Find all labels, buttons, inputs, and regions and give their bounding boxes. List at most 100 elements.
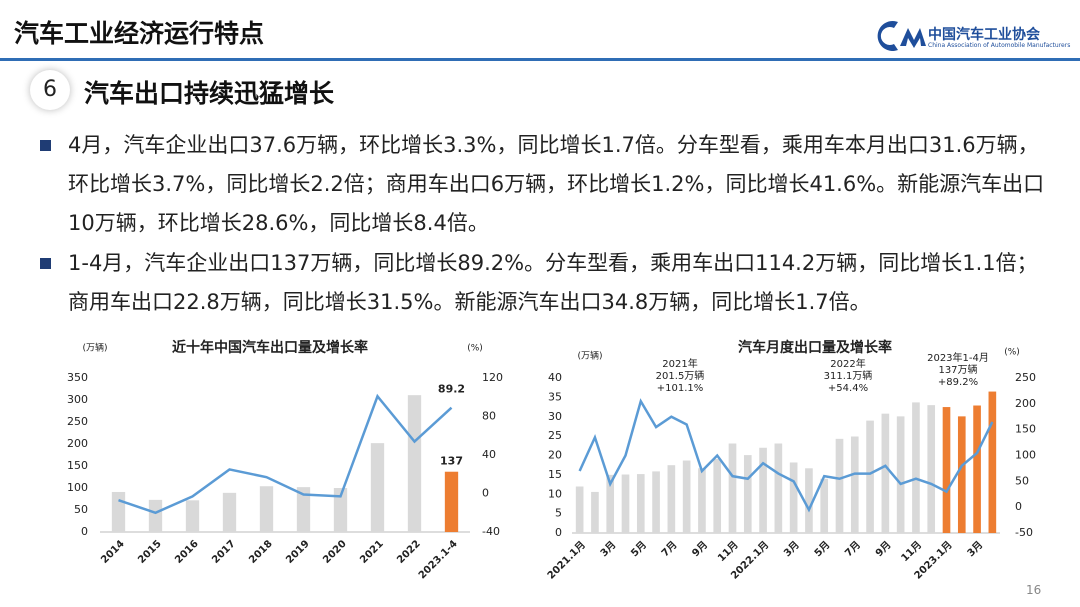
section-title: 汽车出口持续迅猛增长 [84,79,335,108]
annotation: +101.1% [657,383,704,394]
y2-tick-label: 100 [1015,449,1036,462]
y2-tick-label: -40 [482,525,500,538]
x-tick-label: 2017 [210,538,237,565]
bar [866,420,874,533]
y-tick-label: 40 [548,371,562,384]
bar [988,391,997,533]
y-tick-label: 10 [548,487,562,500]
y-tick-label: 200 [67,437,88,450]
x-tick-label: 7月 [843,539,863,559]
x-tick-label: 11月 [715,539,740,564]
x-tick-label: 2018 [247,538,274,565]
x-tick-label: 2019 [284,538,311,565]
y2-axis-label: (%) [467,344,483,354]
y-axis-label: (万辆) [577,350,602,362]
x-tick-label: 9月 [690,539,710,559]
page-number: 16 [1026,583,1042,597]
section-number: 6 [30,70,70,110]
bullet: 4月，汽车企业出口37.6万辆，环比增长3.3%，同比增长1.7倍。分车型看，乘… [40,126,1050,243]
line [578,398,994,513]
annotation: 2023年1-4月 [927,351,989,364]
y-tick-label: 0 [81,525,88,538]
x-tick-label: 3月 [965,539,985,559]
bar [575,486,584,533]
x-tick-label: 2021.1月 [545,539,588,582]
bar [973,405,981,533]
y2-tick-label: 0 [1015,500,1022,513]
bar [636,474,645,533]
logo [877,21,926,51]
bar [370,443,385,532]
bar [682,460,691,533]
bar [927,405,936,533]
bullet-text: 1-4月，汽车企业出口137万辆，同比增长89.2%。分车型看，乘用车出口114… [68,251,1038,314]
y-tick-label: 35 [548,390,562,403]
y2-tick-label: 120 [482,371,503,384]
annotation: 2021年 [662,357,697,370]
logo-mark [877,21,898,51]
bar [743,455,752,533]
header-title: 汽车工业经济运行特点 [14,19,265,48]
y-tick-label: 20 [548,449,562,462]
y2-tick-label: 250 [1015,371,1036,384]
bar [591,491,599,533]
bar [333,488,348,532]
line [118,393,453,515]
y-tick-label: 15 [548,468,562,481]
y-tick-label: 300 [67,393,88,406]
bar [148,499,163,532]
x-tick-label: 3月 [781,539,801,559]
bar [896,416,905,533]
bar [606,474,615,533]
x-tick-label: 2023.1-4 [417,538,460,581]
bar [111,491,126,532]
x-tick-label: 7月 [659,539,679,559]
x-tick-label: 2020 [321,538,348,565]
bar [759,447,767,533]
y-tick-label: 350 [67,371,88,384]
y-tick-label: 0 [555,526,562,539]
bar [652,471,660,533]
bar [820,478,829,533]
bar [621,474,630,533]
y2-tick-label: 200 [1015,397,1036,410]
x-tick-label: 11月 [899,539,924,564]
bar [259,486,274,532]
y2-tick-label: 80 [482,410,496,423]
bar [698,468,706,533]
bullet-text: 4月，汽车企业出口37.6万辆，环比增长3.3%，同比增长1.7倍。分车型看，乘… [68,133,1045,235]
data-label: 89.2 [438,383,465,396]
chart-title: 近十年中国汽车出口量及增长率 [172,339,368,356]
bar [444,471,459,532]
x-tick-label: 2016 [173,538,200,565]
bar [774,443,783,533]
x-tick-label: 3月 [598,539,618,559]
annotation: 137万辆 [938,363,977,376]
bar [713,458,722,533]
logo-mark [900,28,926,48]
annotation: +89.2% [938,377,978,388]
y-tick-label: 50 [74,503,88,516]
y2-tick-label: 50 [1015,474,1029,487]
bar [185,500,200,532]
x-tick-label: 2021 [358,538,385,565]
bar [296,487,311,532]
header-rule [0,58,1080,61]
y2-tick-label: -50 [1015,526,1033,539]
y2-tick-label: 40 [482,448,496,461]
y-tick-label: 25 [548,429,562,442]
bullet: 1-4月，汽车企业出口137万辆，同比增长89.2%。分车型看，乘用车出口114… [40,244,1050,322]
bar [789,462,798,533]
y-axis-label: (万辆) [82,342,107,354]
bar [912,402,920,533]
bar [881,413,890,533]
bar [942,407,951,533]
org-name-en: China Association of Automobile Manufact… [928,42,1071,49]
annotation: +54.4% [828,383,868,394]
bar [407,395,422,532]
y-tick-label: 100 [67,481,88,494]
bar [850,436,859,533]
annotation: 311.1万辆 [824,369,873,382]
x-tick-label: 5月 [629,539,649,559]
